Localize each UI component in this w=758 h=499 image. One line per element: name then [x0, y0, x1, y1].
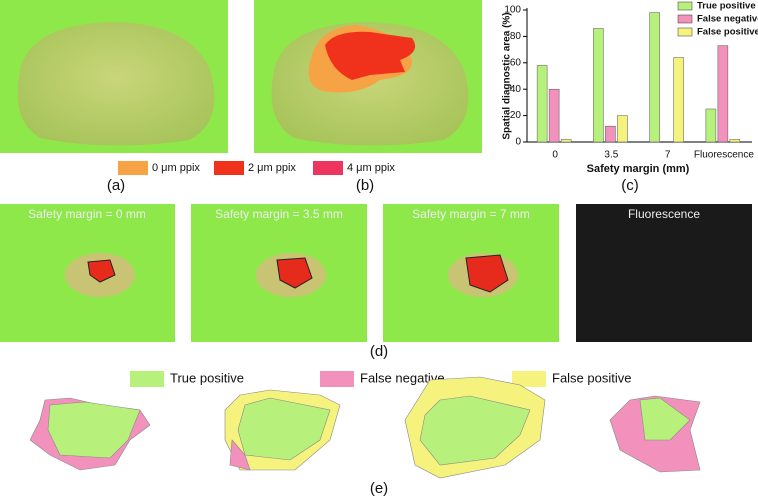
bar — [717, 45, 729, 143]
y-axis-label: Spatial diagnostic area (%) — [502, 12, 513, 139]
legend-label: False positive — [697, 27, 758, 38]
photos-d — [0, 204, 752, 342]
bar — [649, 12, 660, 143]
panel-label: (e) — [370, 480, 388, 497]
legend-swatch — [677, 27, 693, 37]
image-title: Safety margin = 3.5 mm — [215, 207, 343, 221]
panel-label: (b) — [356, 177, 374, 194]
legend-swatch — [118, 161, 148, 175]
legend-swatch — [130, 371, 164, 387]
legend-label: False negative — [697, 14, 758, 25]
bar — [705, 108, 717, 143]
bar — [617, 115, 628, 143]
bar — [593, 28, 604, 143]
y-tick-label: 0 — [515, 137, 521, 148]
bar — [536, 65, 548, 143]
legend-label: 4 μm ppix — [347, 162, 395, 174]
legend-label: 0 μm ppix — [152, 162, 200, 174]
panel-label: (a) — [107, 177, 125, 194]
panel-label: (c) — [621, 177, 639, 194]
image-title: Safety margin = 0 mm — [28, 207, 146, 221]
bar — [548, 88, 560, 143]
panel-label: (d) — [370, 343, 388, 360]
legend-label: True positive — [170, 370, 244, 385]
x-tick-label: Fluorescence — [694, 150, 754, 161]
y-tick-label: 20 — [510, 110, 522, 121]
x-axis-label: Safety margin (mm) — [587, 163, 690, 175]
legend-swatch — [512, 371, 546, 387]
legend-swatch — [313, 161, 343, 175]
image-title: Fluorescence — [628, 207, 700, 221]
legend-label: True positive — [697, 1, 756, 12]
y-tick-label: 80 — [510, 31, 522, 42]
y-tick-label: 100 — [504, 5, 521, 16]
legend-swatch — [214, 161, 244, 175]
photo-a — [0, 0, 228, 153]
legend-label: False positive — [552, 370, 631, 385]
legend-swatch — [320, 371, 354, 387]
image-title: Safety margin = 7 mm — [412, 207, 530, 221]
y-tick-label: 60 — [510, 57, 522, 68]
legend-swatch — [677, 14, 693, 24]
photo-b — [254, 0, 482, 153]
y-tick-label: 40 — [510, 84, 522, 95]
bar — [560, 139, 572, 143]
legend-label: False negative — [360, 370, 445, 385]
x-tick-label: 7 — [665, 150, 671, 161]
x-tick-label: 3.5 — [604, 150, 618, 161]
outlines-e — [29, 376, 701, 479]
legend-label: 2 μm ppix — [248, 162, 296, 174]
bar — [605, 125, 616, 143]
x-tick-label: 0 — [552, 150, 558, 161]
legend-swatch — [677, 1, 693, 11]
bar — [729, 139, 741, 143]
bar — [673, 57, 684, 143]
